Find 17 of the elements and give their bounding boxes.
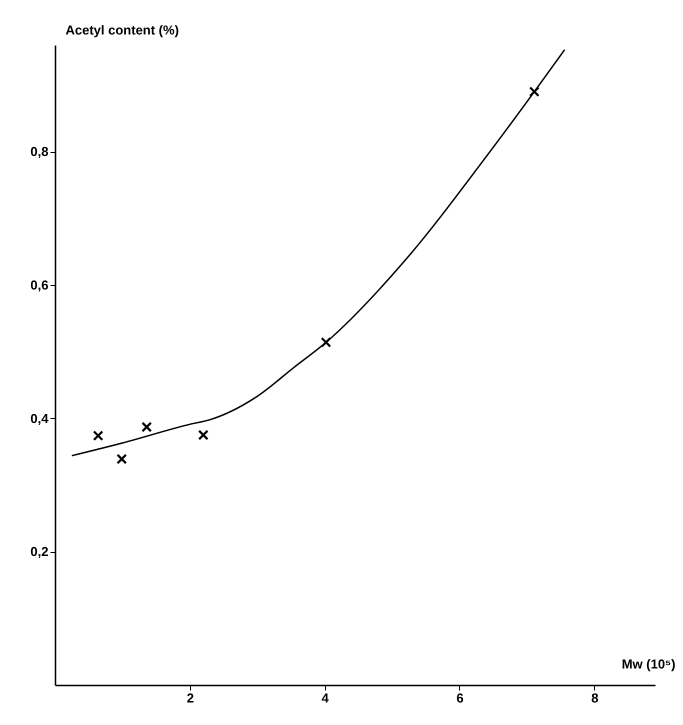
x-tick-label: 2 xyxy=(186,690,194,706)
x-tick-label: 8 xyxy=(591,690,598,706)
y-axis-title: Acetyl content (%) xyxy=(66,22,179,38)
x-tick-label: 6 xyxy=(456,690,464,706)
x-tick-label: 4 xyxy=(322,690,330,706)
point xyxy=(320,337,332,348)
point xyxy=(529,86,540,97)
y-tick-label: 0,2 xyxy=(30,544,48,560)
y-tick-label: 0,6 xyxy=(30,278,48,292)
point xyxy=(141,422,152,432)
y-tick-label: 0,8 xyxy=(30,144,48,160)
point xyxy=(92,430,104,441)
point xyxy=(116,454,128,464)
x-axis-title: Mw (10⁵) xyxy=(622,656,676,672)
line-series xyxy=(71,48,566,456)
y-tick-label: 0,4 xyxy=(30,410,50,426)
point xyxy=(198,430,209,440)
